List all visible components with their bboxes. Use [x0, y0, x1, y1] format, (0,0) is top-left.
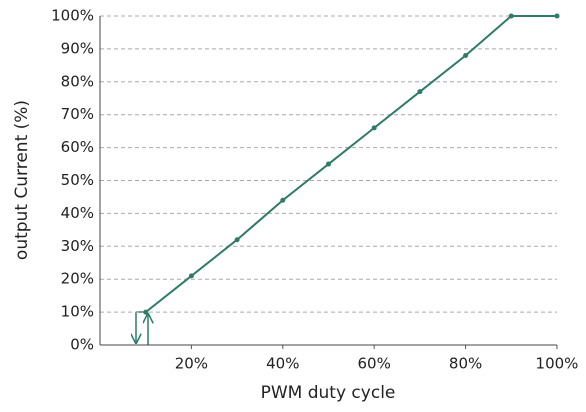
data-point — [554, 13, 560, 19]
y-tick-label: 30% — [61, 237, 94, 255]
y-tick-label: 90% — [61, 39, 94, 57]
data-point — [463, 52, 469, 58]
data-point — [326, 161, 331, 167]
y-axis-title: output Current (%) — [12, 100, 32, 260]
x-tick-label: 60% — [358, 355, 391, 373]
y-tick-label: 70% — [61, 105, 94, 123]
hysteresis-arrows — [136, 311, 148, 345]
data-point — [417, 89, 423, 95]
x-tick-label: 80% — [449, 355, 482, 373]
y-tick-label: 10% — [61, 303, 94, 321]
x-tick-label: 40% — [266, 355, 299, 373]
x-tick-label: 20% — [175, 355, 208, 373]
y-tick-label: 80% — [61, 72, 94, 90]
x-tick-label: 100% — [536, 355, 579, 373]
data-point — [188, 273, 194, 279]
data-point — [143, 309, 149, 315]
data-point — [371, 125, 377, 131]
y-tick-label: 40% — [61, 204, 94, 222]
data-point — [280, 197, 286, 203]
x-axis-title: PWM duty cycle — [261, 383, 396, 403]
y-tick-label: 50% — [61, 171, 94, 189]
y-tick-label: 0% — [70, 336, 94, 354]
data-point — [508, 13, 514, 19]
data-point — [234, 237, 240, 243]
y-tick-label: 60% — [61, 138, 94, 156]
y-tick-label: 100% — [51, 7, 94, 25]
series-line — [145, 15, 557, 313]
y-tick-label: 20% — [61, 270, 94, 288]
